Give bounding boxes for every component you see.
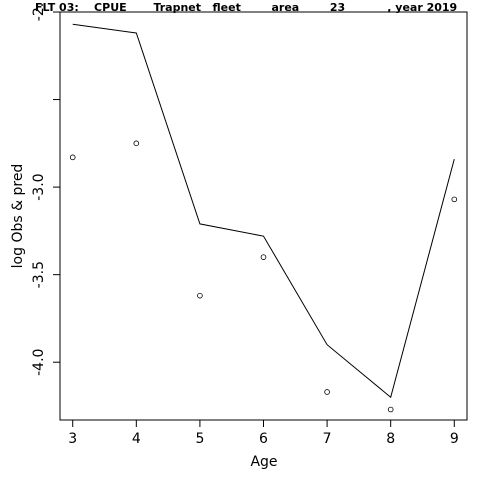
- x-tick-label-1: 4: [132, 431, 141, 447]
- chart-title: FLT 03: CPUE Trapnet fleet area 23 , yea…: [35, 1, 457, 14]
- y-tick-label-0: -4.0: [31, 349, 47, 376]
- observed-point-6: [451, 196, 458, 203]
- plot-frame: [59, 11, 468, 421]
- y-tick-label-1: -3.5: [31, 261, 47, 288]
- y-axis-title: log Obs & pred: [10, 164, 26, 269]
- x-tick-label-2: 5: [195, 431, 204, 447]
- x-tick-label-4: 7: [323, 431, 332, 447]
- y-axis: -4.0 -3.5 -3.0 -2.: [31, 3, 60, 376]
- observed-point-4: [324, 389, 330, 395]
- y-tick-label-2: -3.0: [31, 173, 47, 200]
- x-tick-label-3: 6: [259, 431, 268, 447]
- observed-point-3: [260, 254, 267, 260]
- x-axis: 3 4 5 6 7 8 9: [68, 420, 459, 447]
- predicted-line: [72, 23, 455, 399]
- x-tick-label-0: 3: [68, 431, 77, 447]
- series-layer: [69, 23, 458, 413]
- x-tick-label-5: 8: [386, 431, 395, 447]
- observed-point-0: [69, 154, 76, 161]
- observed-point-2: [197, 292, 203, 299]
- x-tick-label-6: 9: [450, 431, 459, 447]
- observed-point-5: [387, 406, 394, 413]
- x-axis-title: Age: [250, 454, 277, 470]
- observed-point-1: [133, 140, 140, 147]
- y-tick-label-4: -2.: [31, 3, 47, 21]
